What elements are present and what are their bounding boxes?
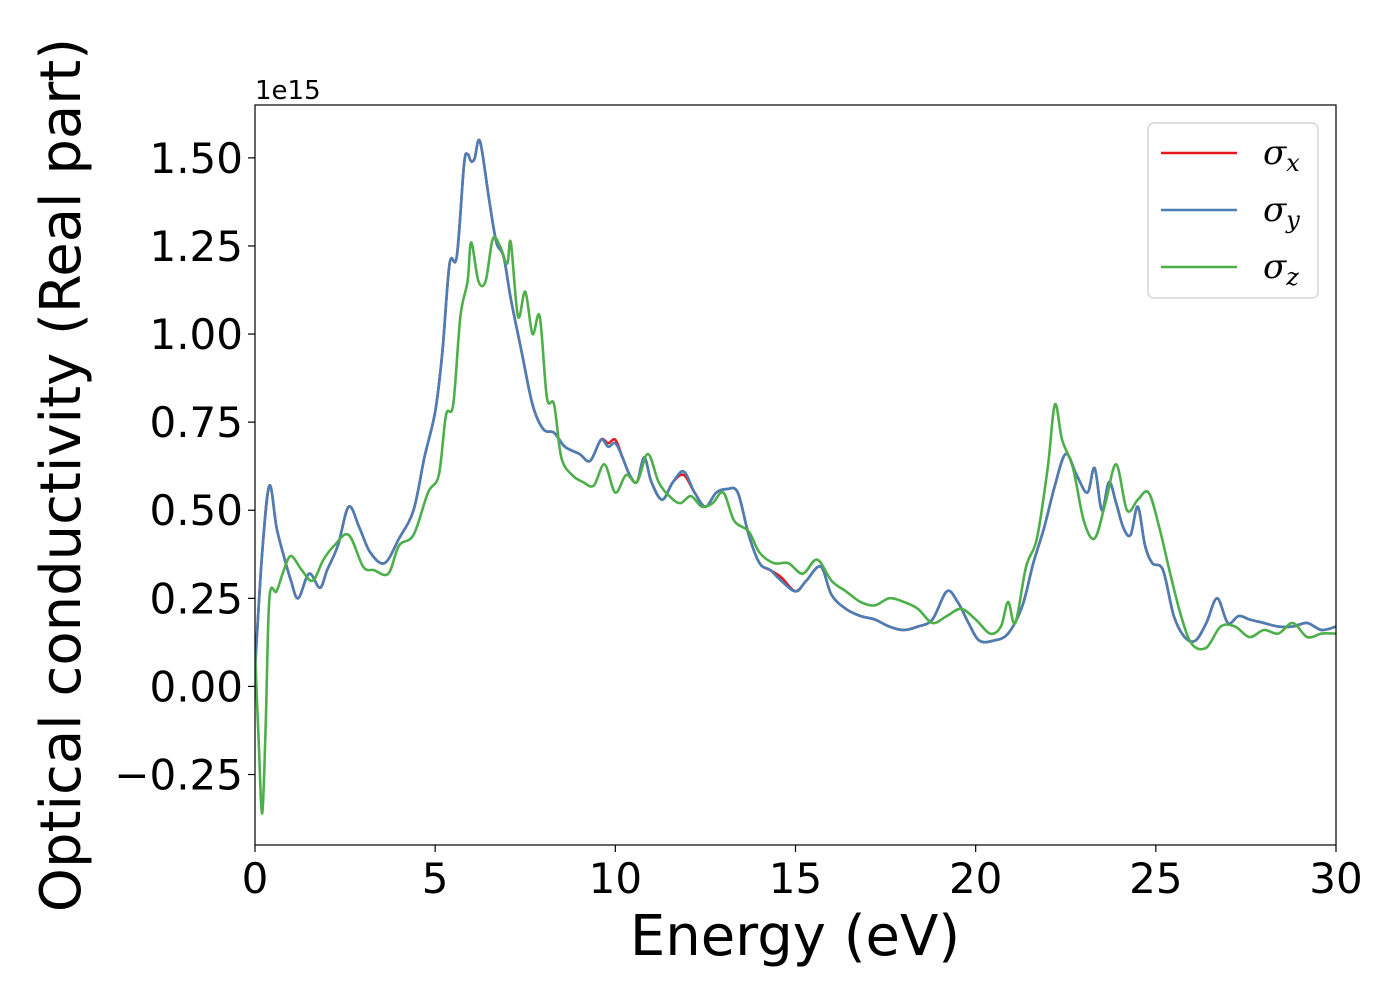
- y-tick-label: 1.50: [149, 134, 243, 183]
- series-line-z: [255, 235, 1336, 815]
- x-tick-label: 30: [1309, 854, 1362, 903]
- series-layer: [255, 138, 1336, 815]
- y-tick-label: 1.00: [149, 310, 243, 359]
- x-axis: 0 5 10 15 20 25 30: [242, 845, 1363, 903]
- x-tick-label: 25: [1129, 854, 1182, 903]
- legend: σx σy σz: [1147, 122, 1319, 299]
- y-tick-label: 0.00: [149, 662, 243, 711]
- series-line-y: [255, 138, 1336, 669]
- x-tick-label: 5: [422, 854, 449, 903]
- x-axis-label: Energy (eV): [630, 904, 960, 969]
- y-tick-label: 0.75: [149, 398, 243, 447]
- y-axis-label: Optical conductivity (Real part): [29, 38, 94, 912]
- x-tick-label: 15: [769, 854, 822, 903]
- legend-label-z: σz: [1263, 247, 1299, 291]
- y-tick-label: −0.25: [114, 751, 243, 800]
- y-tick-label: 0.25: [149, 574, 243, 623]
- y-axis: −0.25 0.00 0.25 0.50 0.75 1.00 1.25 1.50: [114, 134, 255, 800]
- y-tick-label: 1.25: [149, 222, 243, 271]
- x-tick-label: 20: [949, 854, 1002, 903]
- legend-label-x: σx: [1263, 133, 1300, 177]
- y-offset-label: 1e15: [255, 76, 321, 106]
- x-tick-label: 0: [242, 854, 269, 903]
- x-tick-label: 10: [589, 854, 642, 903]
- legend-label-y: σy: [1263, 190, 1300, 234]
- y-tick-label: 0.50: [149, 486, 243, 535]
